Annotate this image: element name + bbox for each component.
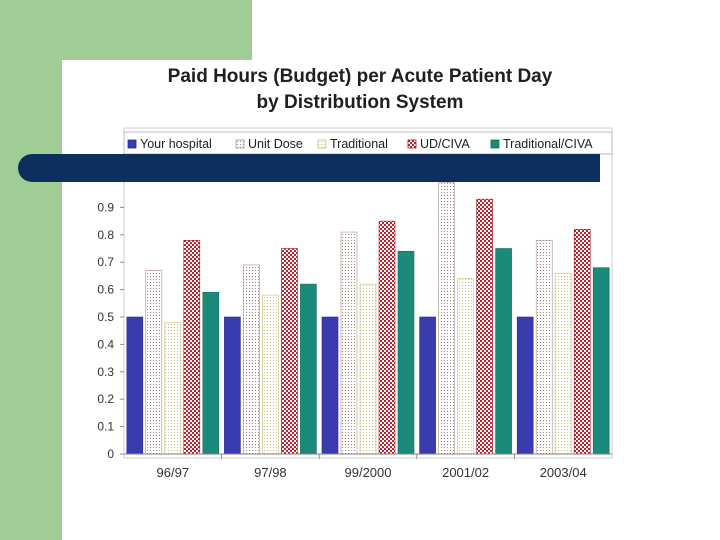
bar-unit-dose <box>145 270 163 455</box>
y-tick-label: 0 <box>107 447 114 461</box>
bar-traditional-civa <box>202 292 220 455</box>
x-tick-label: 2001/02 <box>442 465 489 480</box>
y-tick-label: 0.6 <box>97 283 114 297</box>
y-tick-label: 0.4 <box>97 337 114 351</box>
x-tick-label: 97/98 <box>254 465 287 480</box>
bar-unit-dose <box>438 182 455 455</box>
legend-swatch <box>235 139 245 149</box>
bar-traditional <box>554 272 572 455</box>
bar-traditional <box>262 294 279 455</box>
legend-label: UD/CIVA <box>420 137 470 151</box>
bar-unit-dose <box>535 239 553 455</box>
bar-ud-civa <box>378 220 396 455</box>
y-tick-label: 0.2 <box>97 392 114 406</box>
bar-ud-civa <box>281 248 298 455</box>
y-tick-label: 0.1 <box>97 420 114 434</box>
bar-your-hospital <box>516 316 534 455</box>
y-tick-label: 0.5 <box>97 310 114 324</box>
decorative-green-sidebar <box>0 0 62 540</box>
bar-traditional-civa <box>495 248 512 455</box>
bar-traditional <box>359 283 377 455</box>
bar-traditional-civa <box>592 267 610 455</box>
bar-ud-civa <box>573 229 591 455</box>
legend-label: Unit Dose <box>248 137 303 151</box>
bar-unit-dose <box>340 231 358 455</box>
legend-swatch <box>127 139 137 149</box>
bar-traditional-civa <box>397 250 415 455</box>
legend-label: Traditional/CIVA <box>503 137 593 151</box>
bar-traditional-civa <box>300 283 317 455</box>
y-tick-label: 0.7 <box>97 255 114 269</box>
legend-swatch <box>407 139 417 149</box>
x-tick-label: 96/97 <box>157 465 190 480</box>
bar-your-hospital <box>126 316 144 455</box>
bar-traditional <box>457 278 474 455</box>
bar-traditional <box>164 322 182 455</box>
x-tick-label: 2003/04 <box>540 465 587 480</box>
decorative-rounded-corner <box>62 60 252 120</box>
decorative-green-header <box>0 0 252 60</box>
x-tick-label: 99/2000 <box>345 465 392 480</box>
y-tick-label: 0.8 <box>97 228 114 242</box>
slide-title: Paid Hours (Budget) per Acute Patient Da… <box>70 64 650 116</box>
bar-your-hospital <box>321 316 339 455</box>
bar-ud-civa <box>476 198 493 455</box>
legend-label: Traditional <box>330 137 388 151</box>
bar-unit-dose <box>243 264 260 455</box>
y-tick-label: 0.9 <box>97 200 114 214</box>
bar-your-hospital <box>224 316 241 455</box>
slide-title-line1: Paid Hours (Budget) per Acute Patient Da… <box>167 66 553 87</box>
y-tick-label: 0.3 <box>97 365 114 379</box>
decorative-navy-bar <box>18 154 600 182</box>
bar-ud-civa <box>183 239 201 455</box>
legend-label: Your hospital <box>140 137 212 151</box>
legend-swatch <box>317 139 327 149</box>
bar-your-hospital <box>419 316 436 455</box>
slide-title-line2: by Distribution System <box>256 92 464 113</box>
legend-swatch <box>490 139 500 149</box>
